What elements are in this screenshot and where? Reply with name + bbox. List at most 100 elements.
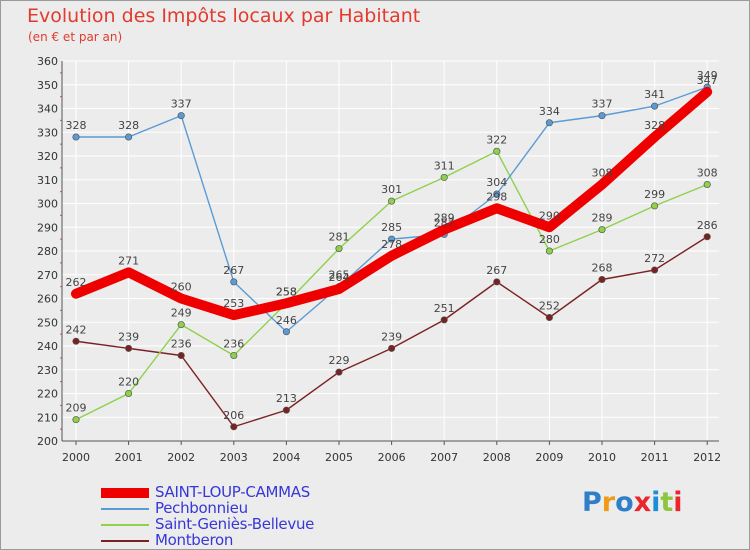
y-tick-label: 260 [37,293,58,306]
data-label: 258 [276,285,297,298]
data-label: 299 [644,188,665,201]
data-point [72,289,80,298]
legend-swatch [101,488,149,498]
data-point [388,197,396,205]
data-point [545,313,553,322]
data-label: 229 [329,354,350,367]
data-label: 209 [66,402,87,415]
legend-label: Saint-Geniès-Bellevue [155,515,315,533]
data-point [651,266,659,274]
data-label: 287 [434,216,455,229]
y-tick-label: 290 [37,221,58,234]
data-label: 213 [276,392,297,405]
y-tick-label: 250 [37,316,58,329]
legend-label: SAINT-LOUP-CAMMAS [155,483,310,501]
data-point [230,278,238,286]
data-label: 337 [171,98,192,111]
data-point [440,225,449,234]
data-label: 258 [276,285,297,298]
data-label: 267 [223,264,244,277]
data-point [703,87,712,96]
data-point [282,406,290,414]
data-label: 278 [381,238,402,251]
data-point [282,299,291,308]
data-label: 349 [697,69,718,82]
data-point [125,344,133,352]
data-point [598,275,606,284]
x-tick-label: 2011 [641,451,669,464]
y-tick-label: 360 [37,55,58,68]
data-label: 298 [486,190,507,203]
legend-swatch [101,508,149,510]
y-tick-label: 300 [37,198,58,211]
data-point [440,173,448,181]
data-label: 322 [486,133,507,146]
x-tick-label: 2010 [588,451,616,464]
legend-label: Montberon [155,531,234,549]
data-label: 271 [118,254,139,267]
data-label: 311 [434,159,455,172]
data-label: 268 [592,262,613,275]
data-point [703,180,711,189]
data-point [230,423,238,431]
logo-letter: i [673,487,683,518]
data-label: 337 [592,98,613,111]
data-label: 236 [223,338,244,351]
data-label: 289 [434,212,455,225]
data-label: 264 [329,271,350,284]
data-label: 328 [644,119,665,132]
data-label: 242 [66,323,87,336]
data-point [72,133,80,141]
data-label-layer: 242 239 236 206 213 229 239 251 267 252 268 272 286 2… [66,69,718,422]
data-point [545,223,554,232]
y-tick-label: 230 [37,364,58,377]
data-label: 267 [486,264,507,277]
data-point [72,337,80,345]
data-label: 341 [644,88,665,101]
data-point [598,180,606,189]
data-point [388,344,396,352]
data-point [124,268,133,277]
x-tick-label: 2000 [62,451,90,464]
data-label: 236 [171,338,192,351]
chart-title: Evolution des Impôts locaux par Habitant [27,5,421,27]
data-point [493,278,501,286]
x-tick-label: 2008 [483,451,511,464]
data-label: 253 [223,297,244,310]
x-tick-label: 2003 [220,451,248,464]
data-point [177,351,185,360]
data-label: 251 [434,302,455,315]
x-tick-label: 2005 [325,451,353,464]
data-label: 285 [381,221,402,234]
data-label: 220 [118,376,139,389]
data-label: 206 [223,409,244,422]
data-label: 347 [697,74,718,87]
series-layer [71,83,713,431]
data-label: 304 [486,176,507,189]
y-tick-label: 220 [37,388,58,401]
data-point [651,102,659,110]
data-point [335,245,343,253]
logo-letter: t [660,487,674,518]
data-label: 328 [66,119,87,132]
data-label: 239 [118,330,139,343]
legend-swatch [101,540,149,542]
x-tick-label: 2012 [693,451,721,464]
data-label: 301 [381,183,402,196]
data-point [545,119,553,127]
data-point [335,285,343,293]
data-point [650,133,659,141]
x-tick-label: 2001 [115,451,143,464]
data-point [388,235,396,243]
logo-letter: o [615,487,634,518]
data-point [492,204,501,213]
data-label: 249 [171,307,192,320]
y-tick-label: 280 [37,245,58,258]
proxiti-logo: Proxiti [582,487,683,518]
data-label: 290 [539,209,560,222]
y-tick-label: 350 [37,79,58,92]
y-tick-label: 210 [37,411,58,424]
data-point [493,190,501,198]
